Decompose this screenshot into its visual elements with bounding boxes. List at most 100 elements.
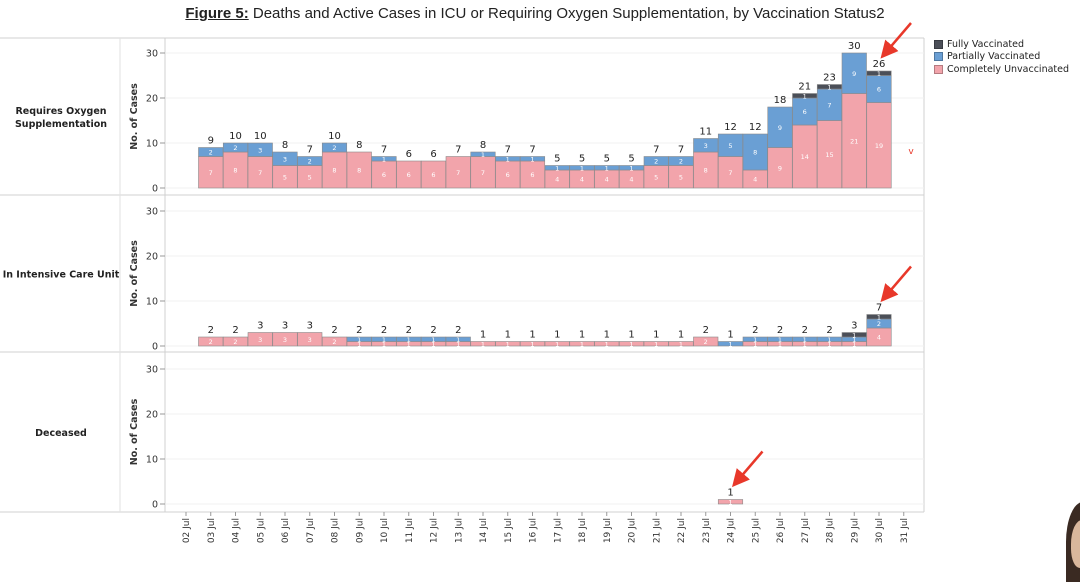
figure-title-text: Deaths and Active Cases in ICU or Requir…	[248, 5, 885, 22]
bar-segment-label: 2	[877, 320, 881, 328]
x-tick-label: 09 Jul	[355, 518, 365, 543]
bar-segment-label: 3	[258, 336, 262, 344]
y-tick-label: 30	[146, 49, 158, 60]
legend-item-unvaccinated[interactable]: Completely Unvaccinated	[934, 63, 1069, 76]
bar-segment-label: 1	[506, 155, 510, 163]
panel-title: Deceased	[35, 428, 87, 439]
bar-segment-label: 6	[407, 171, 411, 179]
x-tick-label: 26 Jul	[776, 518, 786, 543]
bar-total-label: 2	[752, 325, 758, 336]
bar-segment-unvaccinated	[222, 151, 249, 189]
x-tick-label: 12 Jul	[430, 518, 440, 543]
bar-total-label: 1	[604, 330, 610, 341]
x-tick-label: 25 Jul	[751, 518, 761, 543]
bar-segment-label: 3	[258, 146, 262, 154]
bar-segment-label: 6	[506, 171, 510, 179]
bar-segment-partially	[841, 52, 867, 94]
bar-total-label: 2	[381, 325, 387, 336]
x-tick-label: 17 Jul	[553, 518, 563, 543]
bar-segment-partially	[767, 106, 793, 148]
x-tick-label: 27 Jul	[801, 518, 811, 543]
bar-segment-unvaccinated	[841, 93, 867, 189]
bar-segment-label: 1	[382, 336, 386, 344]
bar-total-label: 2	[455, 325, 461, 336]
bar-segment-label: 5	[283, 173, 287, 181]
bar-segment-label: 1	[629, 164, 633, 172]
bar-total-label: 2	[356, 325, 362, 336]
bar-segment-label: 2	[233, 338, 237, 346]
bar-segment-label: 1	[431, 340, 435, 348]
x-tick-label: 29 Jul	[850, 518, 860, 543]
bar-total-label: 7	[653, 145, 659, 156]
bar-segment-label: 1	[530, 155, 534, 163]
bar-segment-label: 9	[852, 70, 856, 78]
figure-title-lead: Figure 5:	[185, 5, 249, 22]
bar-total-label: 2	[826, 325, 832, 336]
bar-segment-label: 1	[654, 340, 658, 348]
bar-segment-label: 2	[308, 158, 312, 166]
bar-total-label: 8	[356, 140, 362, 151]
x-tick-label: 20 Jul	[628, 518, 638, 543]
bar-total-label: 23	[823, 73, 836, 84]
bar-segment-label: 1	[803, 336, 807, 344]
bar-total-label: 11	[699, 127, 712, 138]
bar-segment-label: 1	[407, 340, 411, 348]
bar-total-label: 1	[529, 330, 535, 341]
legend-item-fully-vaccinated[interactable]: Fully Vaccinated	[934, 38, 1069, 51]
x-tick-label: 05 Jul	[256, 518, 266, 543]
x-tick-label: 03 Jul	[207, 518, 217, 543]
bar-segment-label: 1	[753, 340, 757, 348]
bar-total-label: 5	[628, 154, 634, 165]
bar-segment-partially	[519, 156, 546, 162]
bar-segment-label: 1	[530, 340, 534, 348]
bar-total-label: 2	[406, 325, 412, 336]
x-tick-label: 31 Jul	[900, 518, 910, 543]
legend-item-partially-vaccinated[interactable]: Partially Vaccinated	[934, 51, 1069, 64]
bar-segment-label: 1	[481, 340, 485, 348]
y-axis-title: No. of Cases	[129, 398, 140, 465]
bar-segment-label: 1	[679, 340, 683, 348]
bar-total-label: 5	[604, 154, 610, 165]
bar-segment-label: 6	[803, 108, 807, 116]
bar-segment-label: 5	[679, 173, 683, 181]
x-tick-label: 08 Jul	[331, 518, 341, 543]
legend-swatch-fully	[934, 39, 943, 49]
bar-segment-label: 2	[704, 338, 708, 346]
bar-segment-label: 9	[778, 124, 782, 132]
bar-segment-unvaccinated	[693, 151, 719, 189]
y-tick-label: 0	[152, 184, 158, 195]
bar-segment-label: 14	[801, 153, 809, 161]
bar-segment-label: 7	[456, 169, 460, 177]
bar-segment-label: 2	[654, 158, 658, 166]
bar-segment-label: 4	[580, 176, 584, 184]
bar-segment-label: 1	[580, 340, 584, 348]
bar-segment-partially	[470, 151, 496, 157]
y-tick-label: 20	[146, 94, 158, 105]
bar-segment-label: 1	[778, 336, 782, 344]
bar-total-label: 3	[282, 321, 288, 332]
annotation-arrow	[880, 22, 912, 59]
bar-total-label: 21	[798, 82, 811, 93]
bar-total-label: 7	[381, 145, 387, 156]
x-tick-label: 10 Jul	[380, 518, 390, 543]
bar-total-label: 2	[703, 325, 709, 336]
x-tick-label: 06 Jul	[281, 518, 291, 543]
bar-segment-label: 6	[877, 86, 881, 94]
bar-segment-label: 1	[580, 164, 584, 172]
bar-total-label: 18	[774, 95, 787, 106]
legend-swatch-unvaccinated	[934, 64, 943, 74]
bar-segment-partially	[321, 142, 348, 153]
x-tick-label: 11 Jul	[405, 518, 415, 543]
bar-segment-partially	[371, 156, 397, 162]
bar-segment-partially	[792, 97, 818, 126]
x-tick-label: 23 Jul	[702, 518, 712, 543]
bar-total-label: 1	[628, 330, 634, 341]
x-tick-label: 18 Jul	[578, 518, 588, 543]
bar-segment-label: 6	[431, 171, 435, 179]
bar-segment-label: 4	[629, 176, 633, 184]
bar-segment-label: 1	[728, 498, 732, 506]
bar-segment-partially	[445, 336, 471, 342]
bar-segment-label: 1	[357, 336, 361, 344]
x-tick-label: 04 Jul	[232, 518, 242, 543]
